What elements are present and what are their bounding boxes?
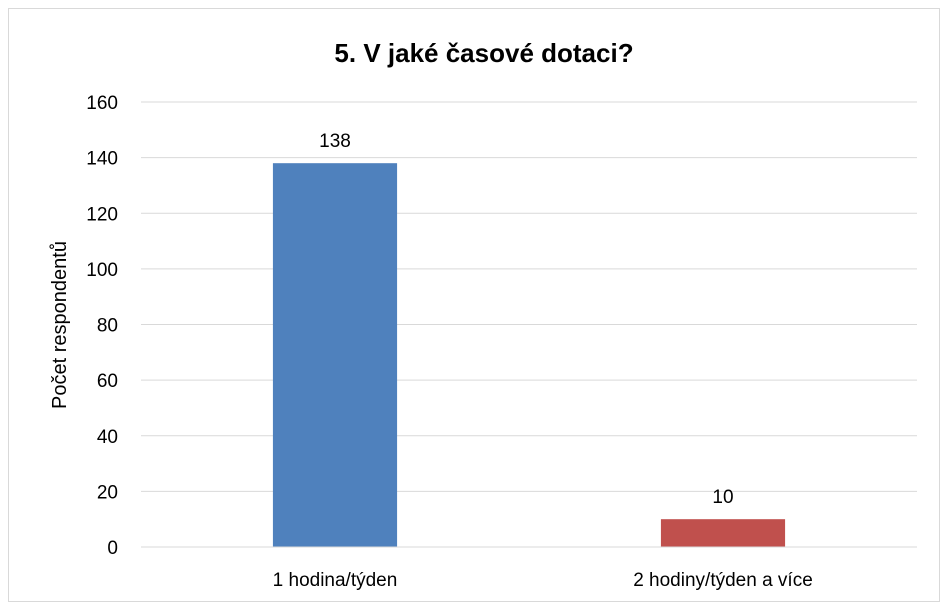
y-tick-label: 80 (97, 316, 118, 337)
y-tick-label: 140 (86, 149, 118, 170)
y-tick-label: 100 (86, 260, 118, 281)
y-tick-label: 0 (107, 538, 118, 559)
gridlines (141, 101, 917, 492)
chart-frame (8, 8, 940, 602)
y-tick-label: 40 (97, 427, 118, 448)
y-axis-ticks: 0 20 40 60 80 100 120 140 160 (86, 93, 118, 559)
x-tick-label: 1 hodina/týden (273, 570, 398, 591)
y-tick-label: 20 (97, 482, 118, 503)
bars (272, 163, 786, 547)
y-tick-label: 60 (97, 371, 118, 392)
chart-title: 5. V jaké časové dotaci? (334, 38, 633, 68)
y-tick-label: 160 (86, 93, 118, 114)
data-label: 10 (712, 487, 733, 508)
x-axis-ticks: 1 hodina/týden 2 hodiny/týden a více (273, 570, 813, 591)
bar (660, 519, 786, 547)
data-label: 138 (319, 131, 351, 152)
y-tick-label: 120 (86, 204, 118, 225)
y-axis-title: Počet respondentů (49, 241, 71, 409)
x-tick-label: 2 hodiny/týden a více (633, 570, 813, 591)
data-labels: 138 10 (319, 131, 733, 508)
bar (272, 163, 398, 547)
